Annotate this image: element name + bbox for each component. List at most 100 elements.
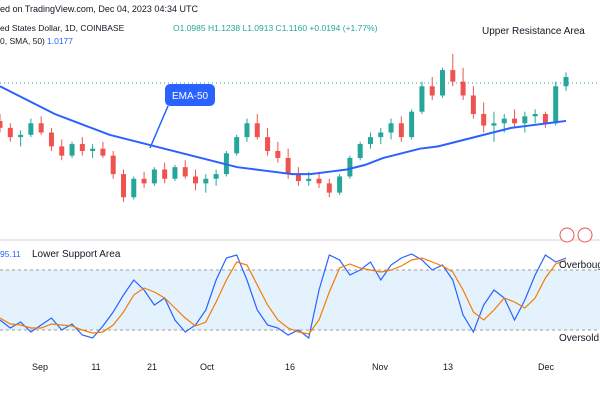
candle-body <box>429 86 435 96</box>
candle <box>244 118 250 142</box>
candle <box>141 171 147 188</box>
candle <box>162 162 168 184</box>
candle-body <box>7 127 13 138</box>
candle-body <box>0 120 3 128</box>
candle <box>532 109 538 124</box>
candle-body <box>450 70 456 82</box>
x-tick-label: 16 <box>285 362 295 372</box>
candle-body <box>563 77 569 87</box>
candle-body <box>512 118 518 124</box>
candle <box>110 151 116 179</box>
candle <box>553 81 559 126</box>
overbought-label: Overbought <box>559 260 600 271</box>
header-published: ed on TradingView.com, Dec 04, 2023 04:3… <box>0 4 198 14</box>
x-tick-label: Sep <box>32 362 48 372</box>
x-tick-label: 21 <box>147 362 157 372</box>
x-tick-label: Oct <box>200 362 215 372</box>
candle-body <box>38 123 44 133</box>
candle-body <box>553 86 559 124</box>
candle <box>193 169 199 191</box>
candle <box>450 53 456 87</box>
candle-body <box>193 176 199 184</box>
candle <box>182 160 188 179</box>
candle-body <box>18 134 24 138</box>
candle <box>0 114 3 133</box>
stoch-k-line <box>0 253 567 340</box>
candles-group <box>0 53 569 202</box>
candle <box>213 169 219 186</box>
candle <box>337 174 343 195</box>
ma-value: 1.0177 <box>47 36 73 46</box>
candle <box>378 127 384 145</box>
candle-body <box>501 118 507 124</box>
candle-body <box>419 86 425 112</box>
ema-badge-pointer <box>149 105 169 149</box>
candle <box>491 111 497 142</box>
candle <box>460 67 466 101</box>
candle <box>357 141 363 161</box>
candle-body <box>491 123 497 126</box>
header-symbol: ed States Dollar, 1D, COINBASE <box>0 23 125 33</box>
candle-body <box>234 137 240 154</box>
candle <box>131 176 137 200</box>
candle <box>440 67 446 98</box>
stoch-d-line <box>0 257 567 335</box>
candle <box>316 171 322 188</box>
candle-body <box>388 123 394 133</box>
candle-body <box>110 155 116 175</box>
candle-body <box>120 174 126 198</box>
candle-body <box>203 178 209 184</box>
candle-body <box>151 169 157 184</box>
candle <box>419 81 425 114</box>
candle-body <box>367 137 373 145</box>
x-axis: Sep 11 21 Oct 16 Nov 13 Dec <box>32 362 555 372</box>
candle <box>7 123 13 142</box>
oscillator-group <box>0 253 567 340</box>
ema-50-line <box>0 85 567 176</box>
candle <box>388 118 394 140</box>
candle-body <box>398 123 404 138</box>
candle-body <box>326 183 332 193</box>
upper-resistance-label: Upper Resistance Area <box>482 26 585 37</box>
candle-body <box>28 123 34 135</box>
candle <box>522 111 528 133</box>
oscillator-band <box>0 270 600 330</box>
candle-body <box>182 167 188 177</box>
candle <box>470 86 476 119</box>
candle <box>326 178 332 198</box>
x-tick-label: Nov <box>372 362 389 372</box>
candle-body <box>285 157 291 175</box>
ema-line-group <box>0 85 567 176</box>
candle-body <box>532 114 538 117</box>
ma-label: 0, SMA, 50) <box>0 36 45 46</box>
candle-body <box>460 81 466 96</box>
candle <box>172 164 178 182</box>
candle <box>409 109 415 140</box>
candle-body <box>131 178 137 198</box>
candle-body <box>162 169 168 179</box>
candle-body <box>265 137 271 151</box>
candle-body <box>440 70 446 96</box>
candle-body <box>409 111 415 138</box>
candle <box>481 102 487 133</box>
candle <box>367 132 373 149</box>
oversold-label: Oversold <box>559 333 599 344</box>
ema-badge-text: EMA-50 <box>172 91 209 102</box>
candle-body <box>244 123 250 138</box>
candle-body <box>69 144 75 156</box>
candle-body <box>542 114 548 124</box>
candle <box>234 134 240 156</box>
candle <box>69 141 75 158</box>
x-tick-label: 13 <box>443 362 453 372</box>
event-flag-icons <box>559 227 593 243</box>
candle <box>563 72 569 91</box>
candle <box>120 169 126 202</box>
candle <box>203 174 209 193</box>
candle-body <box>59 146 65 156</box>
header-ohlc: O1.0985 H1.1238 L1.0913 C1.1160 +0.0194 … <box>173 23 378 33</box>
candle <box>79 137 85 156</box>
candle <box>48 127 54 151</box>
candle-body <box>295 174 301 182</box>
candle <box>18 130 24 147</box>
